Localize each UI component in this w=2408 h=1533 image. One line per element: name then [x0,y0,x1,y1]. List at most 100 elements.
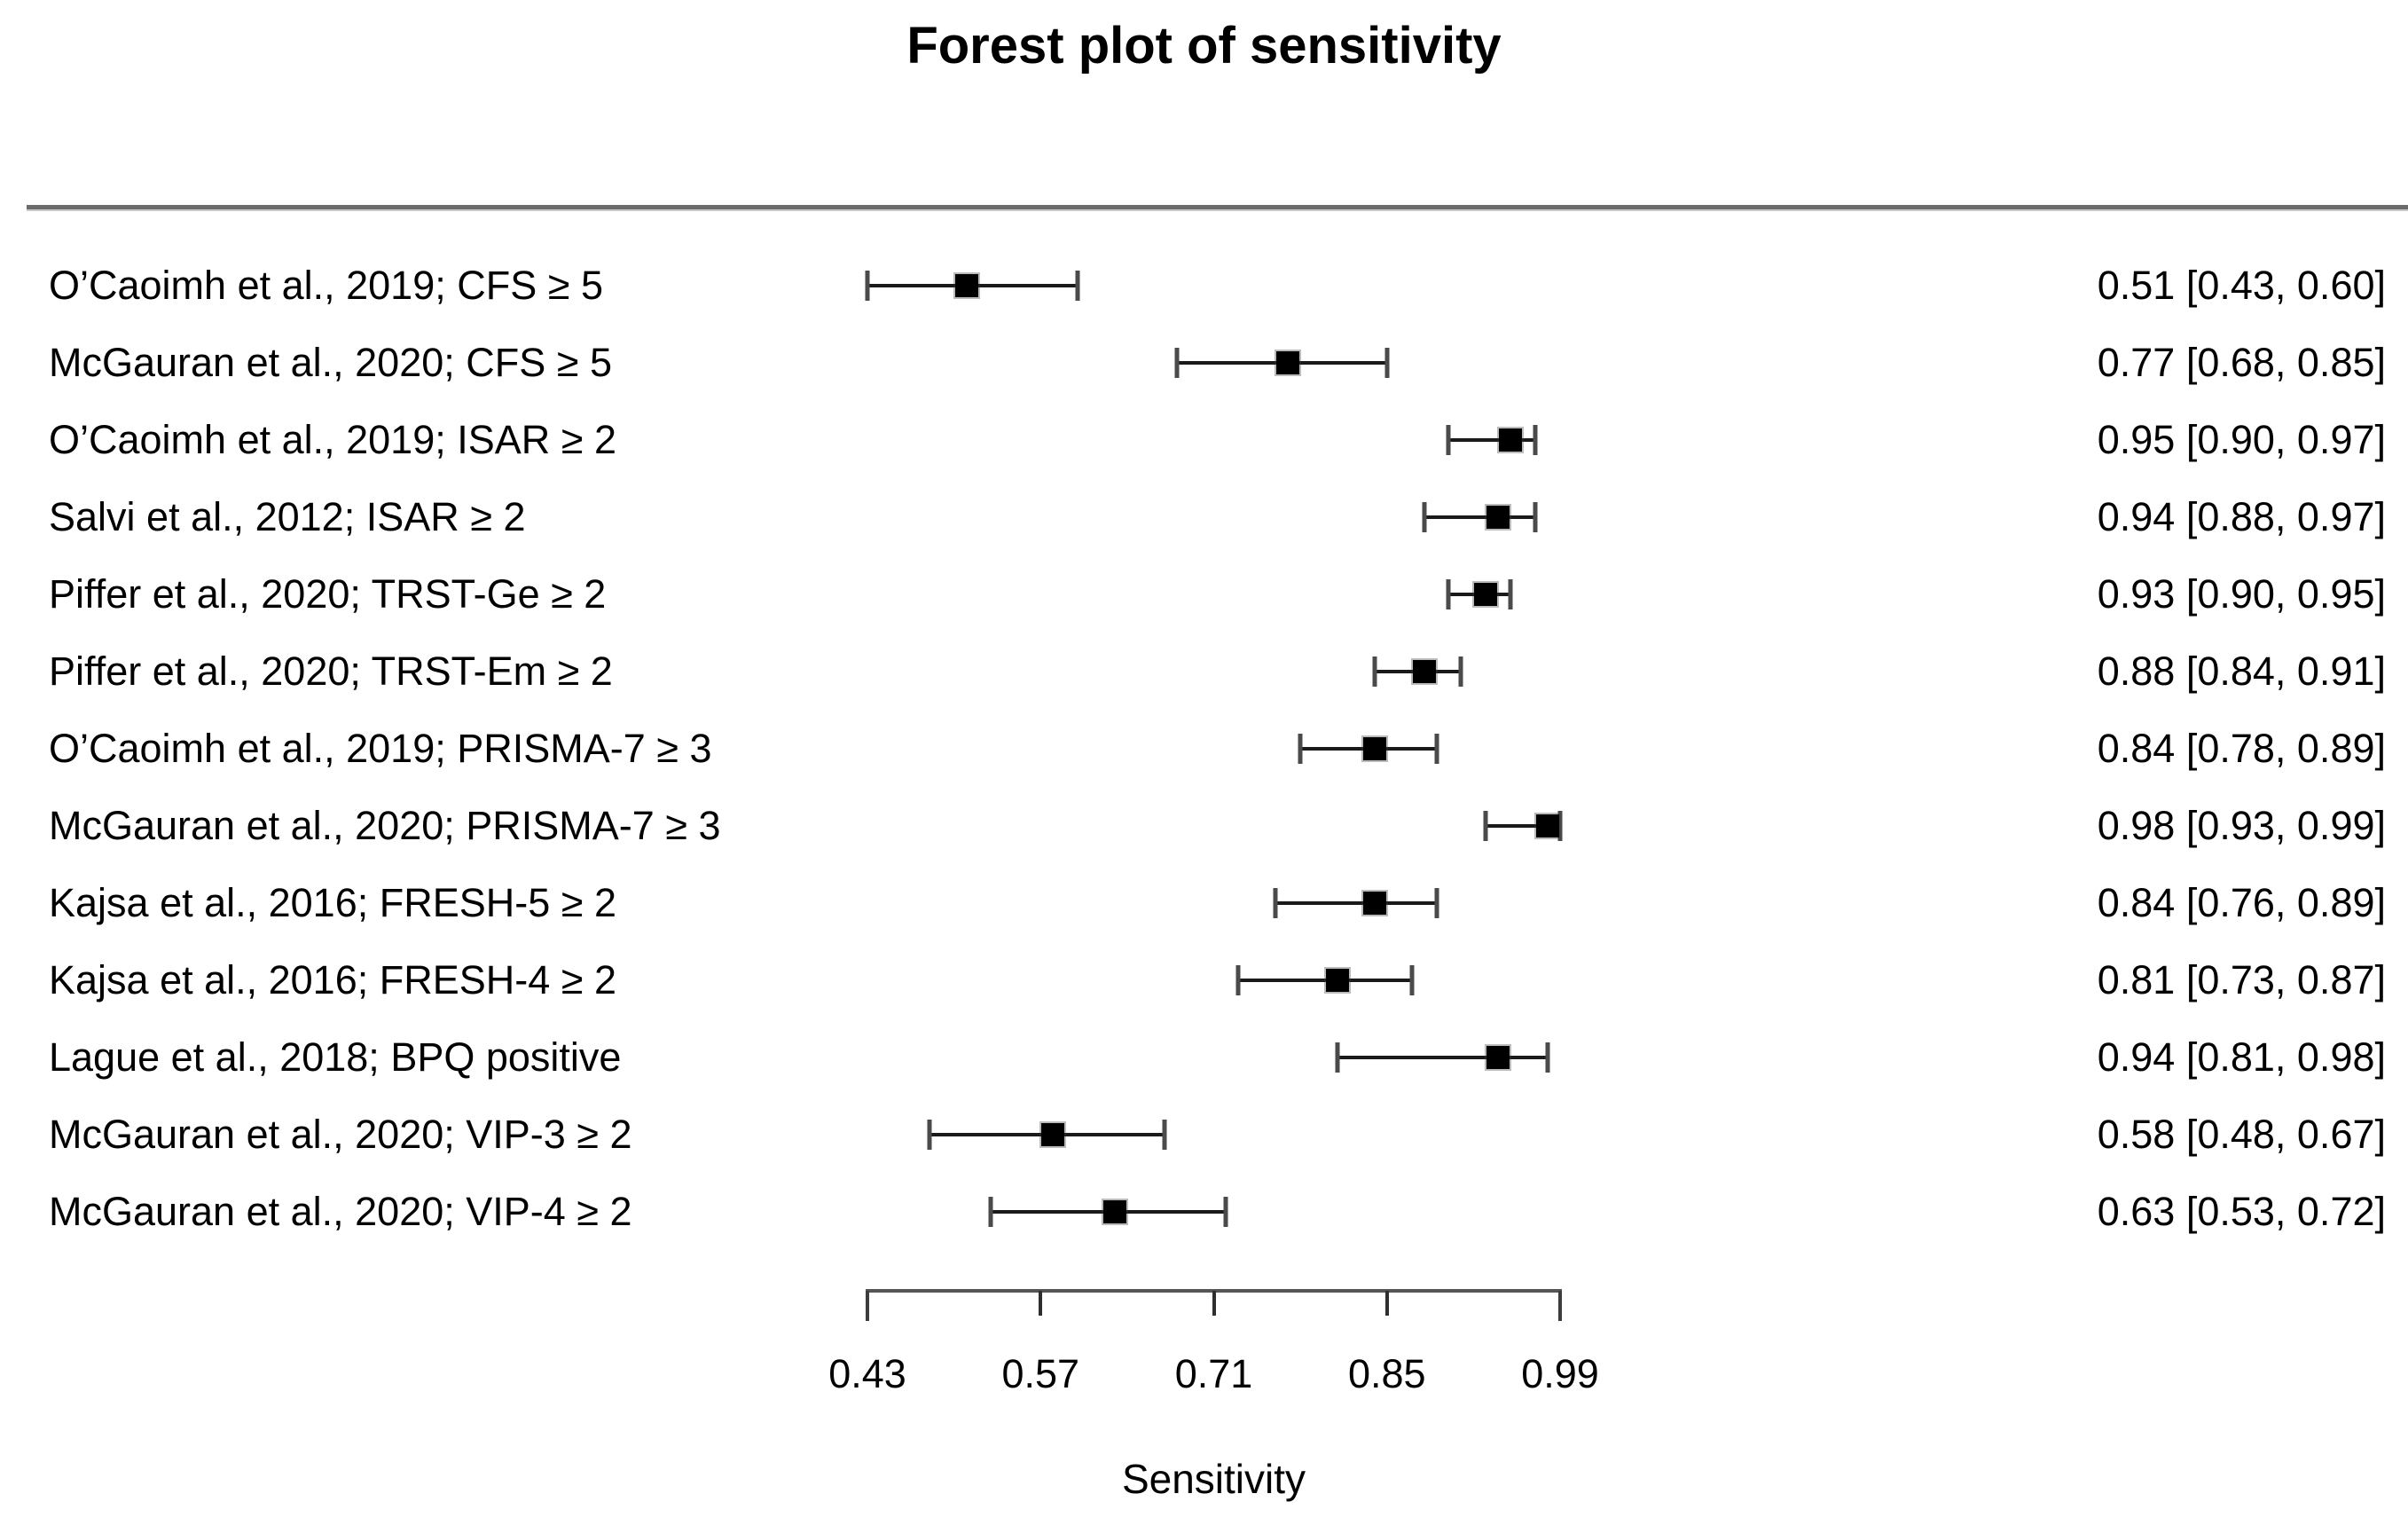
estimate-marker-icon [1041,1122,1065,1146]
estimate-value: 0.88 [0.84, 0.91] [2097,649,2386,694]
axis-tick-label: 0.43 [828,1351,906,1396]
forest-row: O’Caoimh et al., 2019; PRISMA-7 ≥ 3 0.84… [0,710,2408,787]
ci-cap-left [1372,656,1377,687]
ci-cap-right [1458,656,1463,687]
estimate-value: 0.95 [0.90, 0.97] [2097,417,2386,462]
header-divider [27,205,2408,211]
forest-row: McGauran et al., 2020; VIP-3 ≥ 2 0.58 [0… [0,1096,2408,1173]
ci-cap-right [1434,733,1439,764]
ci-cap-left [1446,578,1451,609]
ci-cap-right [1434,887,1439,918]
axis-tick-label: 0.85 [1347,1351,1426,1396]
ci-cap-left [927,1119,932,1150]
ci-cap-left [988,1196,993,1227]
forest-rows: O’Caoimh et al., 2019; CFS ≥ 5 0.51 [0.4… [0,247,2408,1250]
ci-plot-area [867,633,1560,710]
forest-row: Kajsa et al., 2016; FRESH-5 ≥ 2 0.84 [0.… [0,864,2408,941]
ci-plot-area [867,1018,1560,1096]
ci-cap-right [1508,578,1513,609]
axis-tick [1212,1291,1216,1316]
ci-plot-area [867,478,1560,555]
estimate-marker-icon [1536,814,1560,837]
estimate-value: 0.63 [0.53, 0.72] [2097,1189,2386,1234]
estimate-value: 0.51 [0.43, 0.60] [2097,263,2386,308]
ci-plot-area [865,247,1560,324]
ci-cap-left [1235,964,1241,995]
estimate-marker-icon [1102,1199,1126,1223]
estimate-value: 0.81 [0.73, 0.87] [2097,957,2386,1002]
estimate-value: 0.84 [0.76, 0.89] [2097,880,2386,925]
estimate-value: 0.77 [0.68, 0.85] [2097,340,2386,385]
ci-cap-right [1223,1196,1228,1227]
ci-line [1238,978,1412,982]
estimate-marker-icon [1412,659,1436,683]
ci-plot-area [867,1173,1560,1250]
study-label: Kajsa et al., 2016; FRESH-5 ≥ 2 [49,880,616,925]
forest-row: McGauran et al., 2020; CFS ≥ 5 0.77 [0.6… [0,324,2408,401]
study-label: McGauran et al., 2020; VIP-4 ≥ 2 [49,1189,632,1234]
forest-row: McGauran et al., 2020; VIP-4 ≥ 2 0.63 [0… [0,1173,2408,1250]
forest-row: O’Caoimh et al., 2019; CFS ≥ 5 0.51 [0.4… [0,247,2408,324]
ci-plot-area [867,1096,1560,1173]
ci-cap-left [1174,347,1180,378]
ci-plot-area [867,710,1560,787]
ci-plot-area [867,941,1560,1018]
forest-row: O’Caoimh et al., 2019; ISAR ≥ 2 0.95 [0.… [0,401,2408,478]
ci-cap-right [1162,1119,1167,1150]
estimate-value: 0.98 [0.93, 0.99] [2097,803,2386,848]
ci-plot-area [867,787,1563,864]
study-label: Salvi et al., 2012; ISAR ≥ 2 [49,494,526,539]
estimate-value: 0.94 [0.81, 0.98] [2097,1034,2386,1080]
ci-cap-left [1298,733,1303,764]
study-label: Kajsa et al., 2016; FRESH-4 ≥ 2 [49,957,616,1002]
x-axis-tick-labels: 0.43 0.57 0.71 0.85 0.99 [828,1351,1599,1400]
ci-cap-right [1557,810,1563,841]
ci-cap-right [1545,1042,1550,1073]
ci-line [1337,1055,1549,1059]
ci-line [1448,437,1536,442]
forest-row: Lague et al., 2018; BPQ positive 0.94 [0… [0,1018,2408,1096]
ci-cap-right [1075,270,1080,301]
estimate-marker-icon [1276,350,1300,374]
ci-line [1424,515,1536,519]
estimate-value: 0.93 [0.90, 0.95] [2097,571,2386,617]
estimate-marker-icon [1474,582,1498,606]
ci-cap-left [1446,424,1451,455]
study-label: McGauran et al., 2020; PRISMA-7 ≥ 3 [49,803,721,848]
chart-title: Forest plot of sensitivity [906,17,1502,75]
estimate-marker-icon [1362,736,1386,760]
estimate-marker-icon [954,273,978,297]
ci-cap-left [1273,887,1278,918]
axis-tick-label: 0.71 [1174,1351,1253,1396]
study-label: McGauran et al., 2020; CFS ≥ 5 [49,340,612,385]
ci-cap-right [1533,424,1538,455]
ci-cap-left [1422,501,1427,532]
estimate-marker-icon [1486,1045,1510,1069]
ci-cap-right [1533,501,1538,532]
x-axis-title: Sensitivity [1121,1456,1306,1502]
ci-cap-left [1335,1042,1340,1073]
ci-plot-area [867,324,1560,401]
study-label: O’Caoimh et al., 2019; CFS ≥ 5 [49,263,603,308]
estimate-value: 0.84 [0.78, 0.89] [2097,726,2386,771]
study-label: O’Caoimh et al., 2019; ISAR ≥ 2 [49,417,616,462]
ci-line [1486,823,1560,828]
ci-cap-right [1409,964,1415,995]
estimate-marker-icon [1362,891,1386,915]
estimate-marker-icon [1499,428,1523,452]
ci-cap-right [1384,347,1390,378]
axis-tick [1039,1291,1043,1316]
study-label: Lague et al., 2018; BPQ positive [49,1034,622,1080]
axis-tick-label: 0.99 [1521,1351,1599,1396]
forest-row: Salvi et al., 2012; ISAR ≥ 2 0.94 [0.88,… [0,478,2408,555]
axis-tick [866,1291,869,1321]
forest-row: Piffer et al., 2020; TRST-Ge ≥ 2 0.93 [0… [0,555,2408,633]
estimate-value: 0.58 [0.48, 0.67] [2097,1112,2386,1157]
ci-plot-area [867,864,1560,941]
ci-cap-left [1483,810,1488,841]
ci-line [1275,900,1437,905]
study-label: McGauran et al., 2020; VIP-3 ≥ 2 [49,1112,632,1157]
axis-tick [1558,1291,1562,1321]
estimate-marker-icon [1325,968,1349,992]
axis-tick [1384,1291,1389,1316]
